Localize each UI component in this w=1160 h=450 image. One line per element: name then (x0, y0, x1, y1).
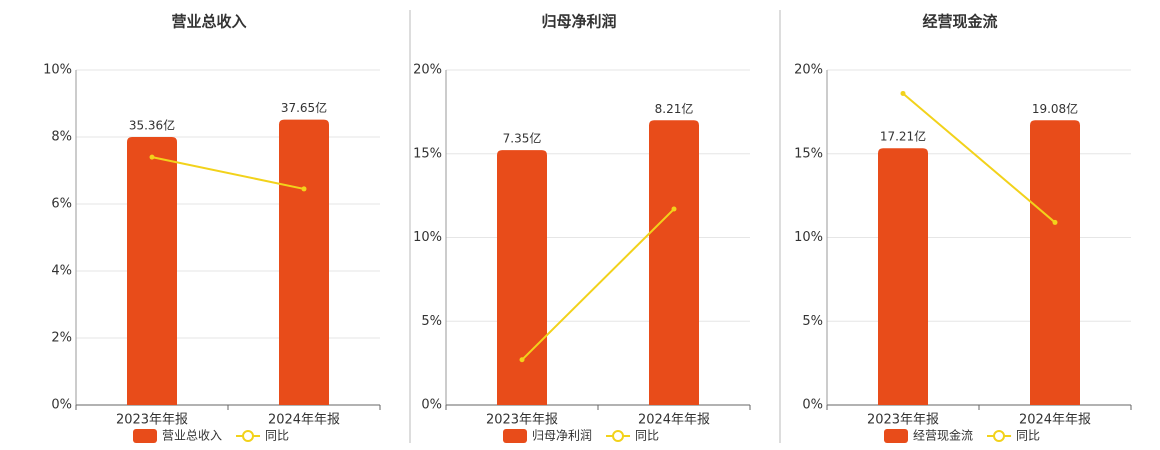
x-tick-label: 2023年年报 (867, 413, 939, 428)
line (902, 92, 1056, 224)
legend-swatch (612, 430, 625, 442)
y-tick-label: 20% (794, 63, 823, 78)
data-label: 37.65亿 (281, 100, 327, 115)
x-tick-label: 2024年年报 (638, 413, 710, 428)
legend-label: 归母净利润 (532, 429, 592, 443)
chart-title: 营业总收入 (171, 13, 246, 31)
bar (497, 150, 547, 405)
y-tick-label: 5% (421, 314, 442, 329)
line (521, 208, 675, 361)
legend-label: 营业总收入 (162, 429, 222, 443)
line-point (519, 357, 525, 363)
legend-swatch (133, 429, 157, 443)
y-tick-label: 15% (794, 146, 823, 161)
x-tick-label: 2023年年报 (116, 413, 188, 428)
y-tick-label: 15% (413, 146, 442, 161)
y-tick-label: 5% (802, 314, 823, 329)
bar (279, 119, 329, 405)
y-tick-label: 0% (421, 398, 442, 413)
legend-swatch (242, 430, 255, 442)
x-tick-label: 2024年年报 (1019, 413, 1091, 428)
legend-swatch (993, 430, 1006, 442)
chart-title: 经营现金流 (922, 13, 997, 31)
line-point (900, 90, 906, 96)
y-tick-label: 10% (794, 230, 823, 245)
legend-swatch (503, 429, 527, 443)
legend-label: 同比 (635, 429, 659, 443)
bar (127, 137, 177, 405)
x-tick-label: 2023年年报 (486, 413, 558, 428)
y-tick-label: 10% (413, 230, 442, 245)
legend-label: 经营现金流 (913, 428, 973, 443)
chart-title: 归母净利润 (541, 13, 616, 31)
legend-label: 同比 (1016, 429, 1040, 443)
y-tick-label: 0% (51, 398, 72, 413)
data-label: 19.08亿 (1032, 101, 1078, 116)
data-label: 17.21亿 (880, 129, 926, 144)
bar (1030, 120, 1080, 406)
y-tick-label: 8% (51, 130, 72, 145)
data-label: 8.21亿 (655, 101, 694, 116)
y-tick-label: 20% (413, 63, 442, 78)
y-tick-label: 0% (802, 398, 823, 413)
data-label: 35.36亿 (129, 118, 175, 133)
bar (649, 120, 699, 406)
line-point (671, 206, 677, 212)
line-point (149, 154, 155, 160)
line-point (301, 186, 307, 192)
y-tick-label: 2% (51, 331, 72, 346)
legend-swatch (884, 429, 908, 443)
line-point (1052, 219, 1058, 225)
legend-label: 同比 (265, 429, 289, 443)
data-label: 7.35亿 (503, 131, 542, 146)
line (151, 156, 305, 190)
y-tick-label: 6% (51, 197, 72, 212)
y-tick-label: 10% (43, 63, 72, 78)
bar (878, 148, 928, 406)
x-tick-label: 2024年年报 (268, 413, 340, 428)
y-tick-label: 4% (51, 264, 72, 279)
